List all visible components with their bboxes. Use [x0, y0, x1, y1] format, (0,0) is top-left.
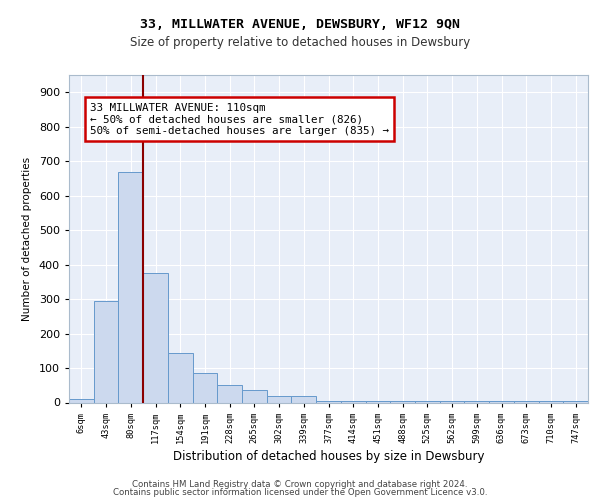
Y-axis label: Number of detached properties: Number of detached properties	[22, 156, 32, 321]
Text: 33 MILLWATER AVENUE: 110sqm
← 50% of detached houses are smaller (826)
50% of se: 33 MILLWATER AVENUE: 110sqm ← 50% of det…	[90, 102, 389, 136]
Bar	[267, 396, 292, 402]
Bar	[94, 301, 118, 402]
Bar	[193, 373, 217, 402]
Text: 33, MILLWATER AVENUE, DEWSBURY, WF12 9QN: 33, MILLWATER AVENUE, DEWSBURY, WF12 9QN	[140, 18, 460, 30]
Text: Contains HM Land Registry data © Crown copyright and database right 2024.: Contains HM Land Registry data © Crown c…	[132, 480, 468, 489]
Bar	[365, 401, 390, 402]
Bar	[415, 401, 440, 402]
Bar	[143, 273, 168, 402]
Bar	[217, 386, 242, 402]
X-axis label: Distribution of detached houses by size in Dewsbury: Distribution of detached houses by size …	[173, 450, 484, 463]
Bar	[341, 401, 365, 402]
Bar	[168, 352, 193, 403]
Bar	[118, 172, 143, 402]
Bar	[316, 401, 341, 402]
Text: Size of property relative to detached houses in Dewsbury: Size of property relative to detached ho…	[130, 36, 470, 49]
Text: Contains public sector information licensed under the Open Government Licence v3: Contains public sector information licen…	[113, 488, 487, 497]
Bar	[292, 396, 316, 402]
Bar	[390, 401, 415, 402]
Bar	[242, 390, 267, 402]
Bar	[69, 399, 94, 402]
